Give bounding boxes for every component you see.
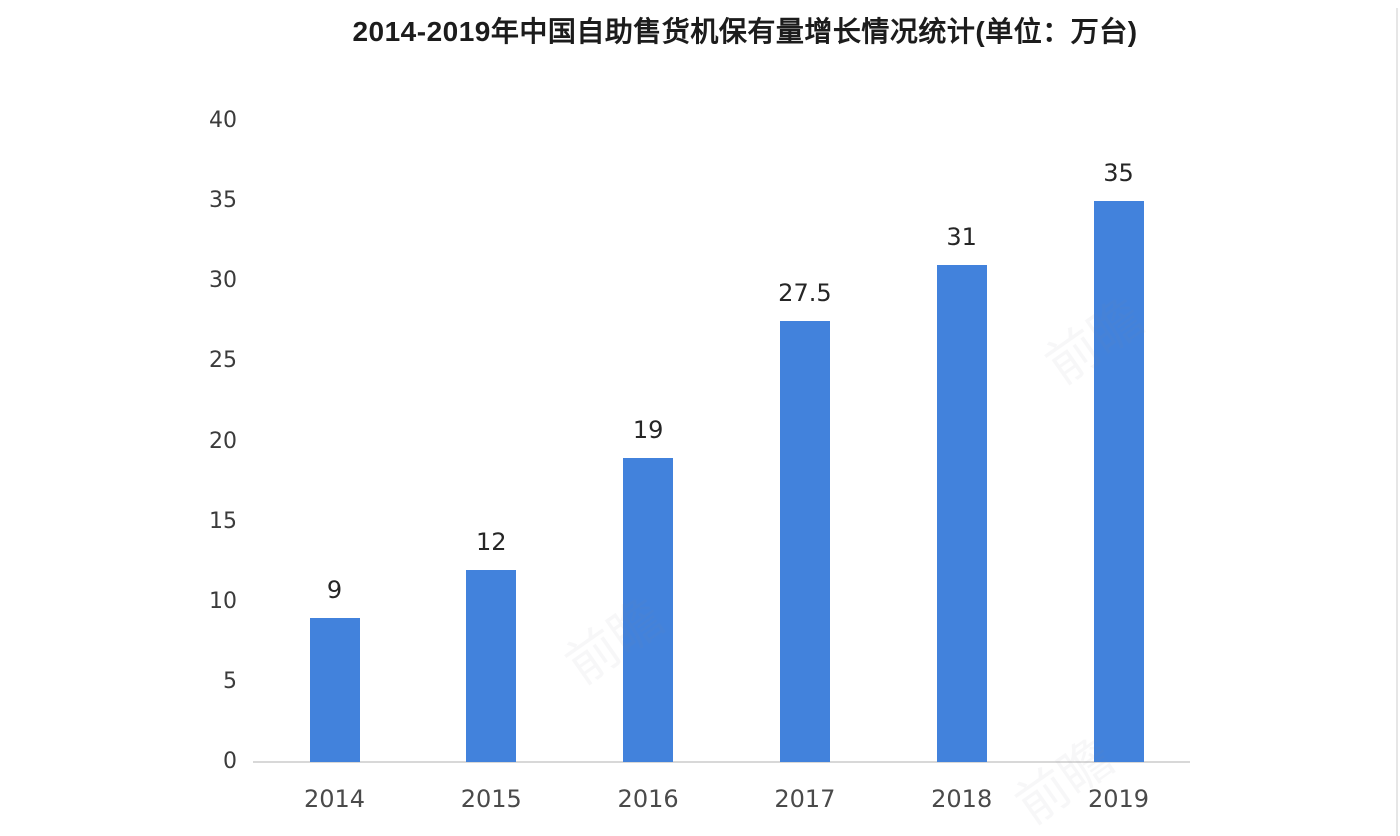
bar-2014: [309, 617, 360, 762]
x-axis-label-2014: 2014: [303, 785, 366, 813]
bar-2016: [623, 457, 674, 762]
y-axis-tick-label: 35: [209, 188, 237, 214]
bar-value-label-2014: 9: [326, 575, 343, 604]
bar-2019: [1093, 201, 1144, 762]
y-axis-tick-label: 30: [209, 268, 237, 294]
x-axis-label-2019: 2019: [1087, 785, 1150, 813]
y-axis-tick-label: 5: [223, 668, 237, 694]
bar-2017: [779, 321, 830, 762]
x-axis-line: [253, 761, 1190, 763]
y-axis-tick-label: 15: [209, 508, 237, 534]
bar-value-label-2016: 19: [632, 415, 664, 444]
bar-2015: [466, 569, 517, 762]
bar-2018: [936, 265, 987, 762]
x-axis-label-2017: 2017: [774, 785, 836, 813]
bar-value-label-2018: 31: [946, 223, 977, 252]
bar-value-label-2015: 12: [476, 527, 507, 556]
x-axis-label-2015: 2015: [460, 785, 522, 813]
x-axis-label-2018: 2018: [931, 785, 993, 813]
y-axis-tick-label: 10: [209, 588, 237, 614]
chart-title: 2014-2019年中国自助售货机保有量增长情况统计(单位：万台): [352, 16, 1138, 47]
bar-value-label-2017: 27.5: [778, 279, 832, 308]
bar-value-label-2019: 35: [1103, 159, 1134, 188]
y-axis-tick-label: 20: [209, 428, 237, 454]
y-axis-tick-label: 0: [223, 749, 237, 774]
x-axis-label-2016: 2016: [617, 785, 679, 813]
y-axis-tick-label: 25: [209, 348, 237, 374]
screenshot-right-edge-line: [1396, 8, 1398, 836]
y-axis-tick-label: 40: [209, 108, 237, 133]
